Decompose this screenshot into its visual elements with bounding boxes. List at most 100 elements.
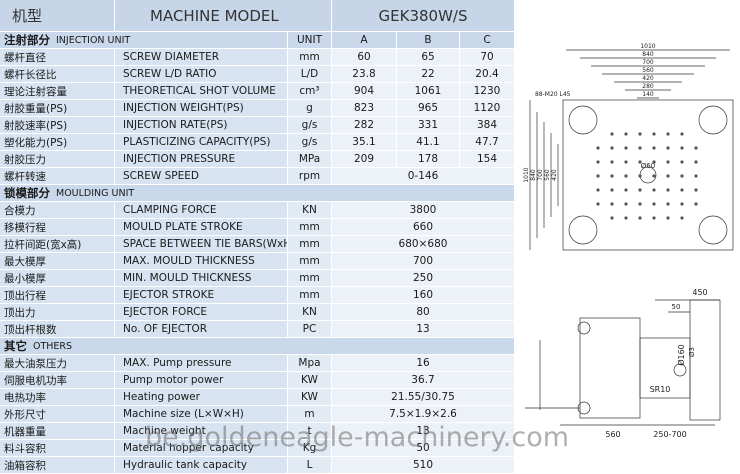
param-cn: 塑化能力(PS)	[0, 134, 115, 151]
bolt-hole	[610, 146, 614, 150]
platen-outline	[562, 99, 734, 251]
bolt-hole	[610, 188, 614, 192]
bolt-hole	[666, 160, 670, 164]
value: 0-146	[332, 168, 515, 185]
bolt-hole	[694, 202, 698, 206]
bolt-hole	[624, 160, 628, 164]
bolt-hole	[638, 216, 642, 220]
param-cn: 电热功率	[0, 389, 115, 406]
column-header: B	[397, 32, 460, 49]
param-en: MAX. Pump pressure	[115, 355, 288, 372]
param-en: Pump motor power	[115, 372, 288, 389]
param-en: Heating power	[115, 389, 288, 406]
param-cn: 射胶重量(PS)	[0, 100, 115, 117]
bolt-hole	[652, 188, 656, 192]
bolt-hole	[610, 216, 614, 220]
section-title-cn: 锁模部分	[4, 186, 50, 200]
bolt-hole	[694, 146, 698, 150]
param-en: SPACE BETWEEN TIE BARS(WxH)	[115, 236, 288, 253]
param-en: No. OF EJECTOR	[115, 321, 288, 338]
dimension-label: 1010	[523, 167, 530, 182]
unit: KW	[288, 389, 332, 406]
unit: g/s	[288, 117, 332, 134]
param-cn: 螺杆直径	[0, 49, 115, 66]
value: 70	[460, 49, 515, 66]
bolt-hole	[680, 160, 684, 164]
value: 384	[460, 117, 515, 134]
param-cn: 最大油泵压力	[0, 355, 115, 372]
param-cn: 射胶压力	[0, 151, 115, 168]
bolt-hole	[596, 188, 600, 192]
unit: Kg	[288, 440, 332, 457]
unit: mm	[288, 236, 332, 253]
bolt-hole	[680, 132, 684, 136]
param-cn: 顶出力	[0, 304, 115, 321]
value: 13	[332, 321, 515, 338]
unit: mm	[288, 49, 332, 66]
bolt-hole	[610, 160, 614, 164]
param-en: PLASTICIZING CAPACITY(PS)	[115, 134, 288, 151]
param-en: Hydraulic tank capacity	[115, 457, 288, 474]
bolt-hole	[596, 174, 600, 178]
value: 160	[332, 287, 515, 304]
dimension-label: SR10	[650, 385, 671, 394]
unit: m	[288, 406, 332, 423]
value: 965	[397, 100, 460, 117]
value: 904	[332, 83, 397, 100]
dimension-label: 560	[642, 67, 654, 74]
bolt-hole	[652, 216, 656, 220]
dimension-label: 280	[642, 83, 654, 90]
param-en: Material hopper capacity	[115, 440, 288, 457]
column-header: A	[332, 32, 397, 49]
section-title-cn: 其它	[4, 339, 27, 353]
unit: rpm	[288, 168, 332, 185]
value: 47.7	[460, 134, 515, 151]
value: 41.1	[397, 134, 460, 151]
bolt-hole	[666, 132, 670, 136]
param-cn: 油箱容积	[0, 457, 115, 474]
value: 331	[397, 117, 460, 134]
bolt-hole	[624, 132, 628, 136]
value: 50	[332, 440, 515, 457]
unit: cm³	[288, 83, 332, 100]
section-title: 锁模部分 MOULDING UNIT	[0, 185, 515, 202]
bolt-hole	[610, 132, 614, 136]
unit: PC	[288, 321, 332, 338]
unit: L/D	[288, 66, 332, 83]
value: 1061	[397, 83, 460, 100]
value: 80	[332, 304, 515, 321]
bolt-hole	[596, 160, 600, 164]
tie-bar	[698, 105, 728, 135]
param-cn: 料斗容积	[0, 440, 115, 457]
bolt-hole	[652, 202, 656, 206]
header-label: MACHINE MODEL	[115, 0, 332, 32]
dimension-label: 420	[551, 169, 558, 181]
unit: mm	[288, 287, 332, 304]
value: 660	[332, 219, 515, 236]
param-cn: 理论注射容量	[0, 83, 115, 100]
section-title: 其它 OTHERS	[0, 338, 515, 355]
unit: mm	[288, 219, 332, 236]
param-cn: 机器重量	[0, 423, 115, 440]
unit: MPa	[288, 151, 332, 168]
unit: KN	[288, 202, 332, 219]
param-en: EJECTOR FORCE	[115, 304, 288, 321]
dimension-label: 140	[642, 91, 654, 98]
param-en: CLAMPING FORCE	[115, 202, 288, 219]
param-cn: 拉杆间距(宽x高)	[0, 236, 115, 253]
unit: g	[288, 100, 332, 117]
section-title-en: INJECTION UNIT	[56, 34, 131, 46]
model-name: GEK380W/S	[332, 0, 515, 32]
value: 178	[397, 151, 460, 168]
unit: mm	[288, 270, 332, 287]
dimension-label: 88-M20 L45	[535, 91, 571, 98]
value: 282	[332, 117, 397, 134]
param-en: EJECTOR STROKE	[115, 287, 288, 304]
header-label: 机型	[0, 0, 115, 32]
bolt-hole	[666, 188, 670, 192]
param-en: MAX. MOULD THICKNESS	[115, 253, 288, 270]
param-en: SCREW DIAMETER	[115, 49, 288, 66]
bolt-hole	[694, 160, 698, 164]
bolt-hole	[694, 188, 698, 192]
param-en: INJECTION PRESSURE	[115, 151, 288, 168]
